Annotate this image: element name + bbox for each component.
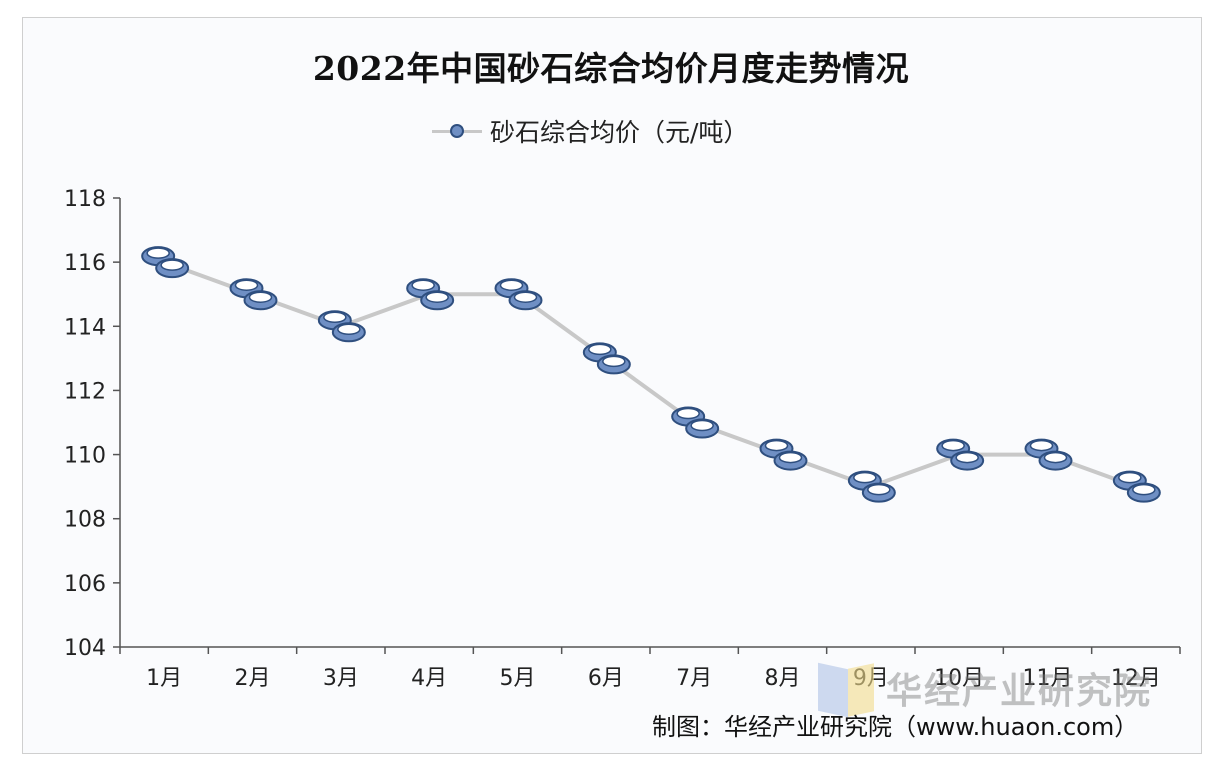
data-point-marker [229,278,278,311]
data-point-marker [759,438,808,471]
data-point-marker [582,342,631,375]
chart-title: 2022年中国砂石综合均价月度走势情况 [312,49,910,88]
data-point-marker [141,246,190,279]
legend-label: 砂石综合均价（元/吨） [490,118,749,147]
legend-marker-icon [432,121,482,141]
data-point-marker [1024,438,1073,471]
x-tick-label: 2月 [235,666,271,691]
y-tick-label: 116 [64,251,106,276]
y-tick-label: 114 [64,315,106,340]
watermark-text: 华经产业研究院 [886,671,1153,712]
x-tick-label: 11月 [1023,666,1073,691]
chart-axes: 104 106 108 110 112 114 116 118 1月 2月 3月 4月 5月 6月 7月 8月… [64,187,1181,691]
x-tick-label: 6月 [588,666,624,691]
y-tick-label: 112 [64,379,106,404]
data-point-marker [1112,470,1161,503]
data-point-marker [406,278,455,311]
x-tick-label: 3月 [323,666,359,691]
x-tick-label: 10月 [934,666,984,691]
x-tick-label: 12月 [1111,666,1161,691]
chart-frame [22,17,1202,754]
y-tick-label: 118 [64,187,106,212]
x-tick-label: 5月 [500,666,536,691]
x-tick-label: 1月 [146,666,182,691]
data-point-marker [936,438,985,471]
x-tick-label: 4月 [411,666,447,691]
x-tick-label: 7月 [676,666,712,691]
chart-legend: 砂石综合均价（元/吨） [432,113,748,149]
y-tick-label: 106 [64,572,106,597]
watermark: 华经产业研究院 [818,660,1153,718]
data-point-marker [847,470,896,503]
source-note: 制图：华经产业研究院（www.huaon.com） [652,713,1139,741]
y-tick-label: 104 [64,636,106,661]
data-point-marker [494,278,543,311]
data-point-marker [671,406,720,439]
series-marker-layer [141,246,1161,503]
x-tick-label: 8月 [765,666,801,691]
series-line [163,260,1137,489]
y-tick-label: 108 [64,508,106,533]
series-line-layer [163,260,1137,489]
y-tick-label: 110 [64,444,106,469]
data-point-marker [317,310,366,343]
